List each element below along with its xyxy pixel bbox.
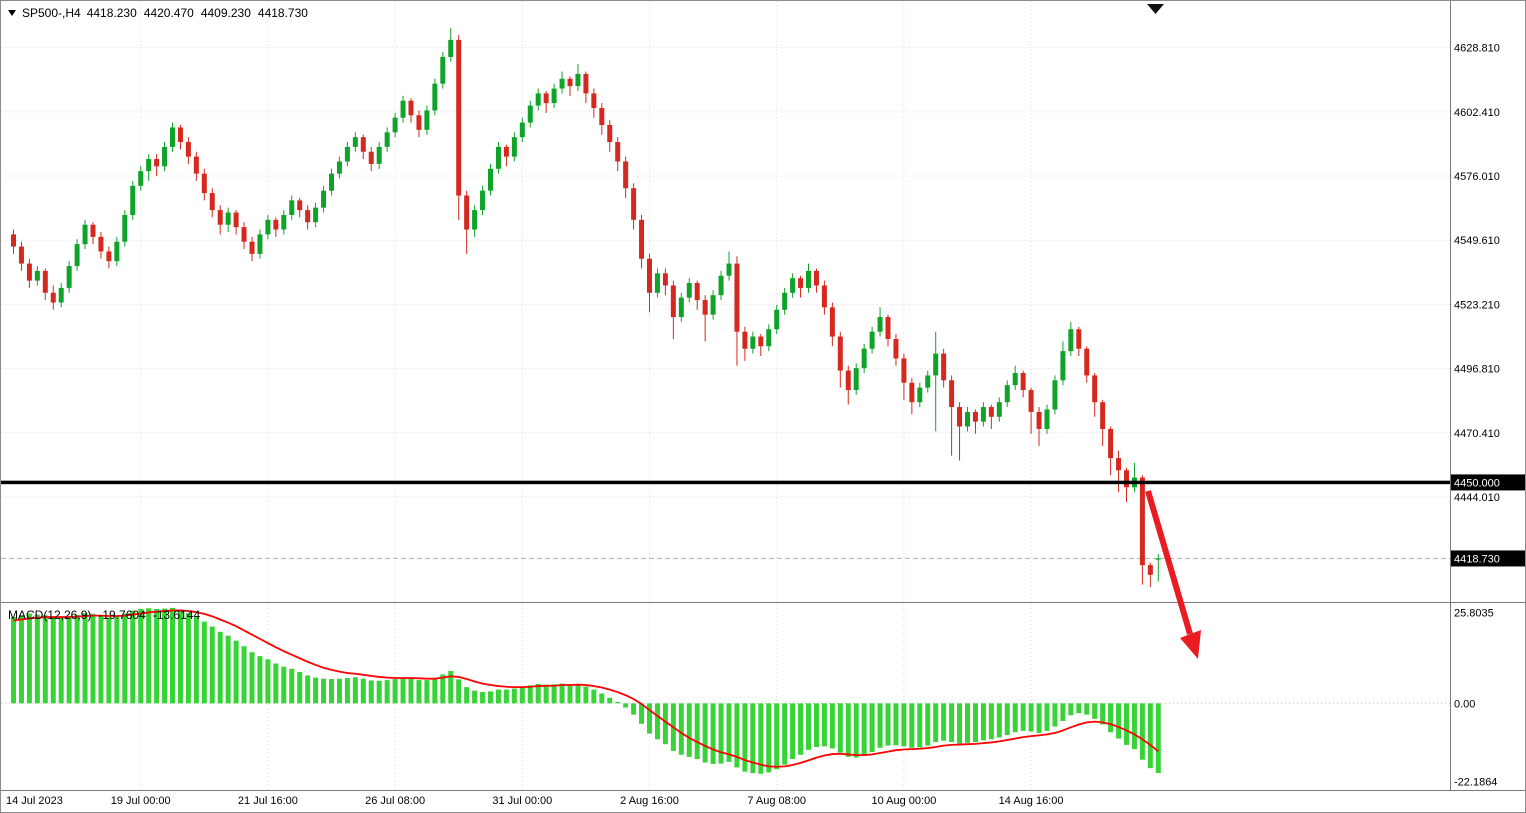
svg-text:4549.610: 4549.610 [1454, 235, 1500, 247]
time-label: 26 Jul 08:00 [365, 795, 426, 807]
svg-text:4602.410: 4602.410 [1454, 107, 1500, 119]
svg-text:4496.810: 4496.810 [1454, 364, 1500, 376]
time-label: 14 Jul 2023 [6, 795, 63, 807]
svg-text:4450.000: 4450.000 [1454, 477, 1500, 489]
time-label: 14 Aug 16:00 [998, 795, 1064, 807]
time-label: 19 Jul 00:00 [110, 795, 171, 807]
price-panel[interactable]: 4628.810 4602.410 4576.010 4549.610 4523.210… [1, 1, 1526, 604]
ohlc-low: 4409.230 [200, 6, 251, 20]
macd-panel[interactable]: 25.8035 0.00 -22.1864 [1, 604, 1526, 790]
svg-text:4444.010: 4444.010 [1454, 492, 1500, 504]
price-gridlines [1, 1, 1450, 604]
ohlc-high: 4420.470 [143, 6, 194, 20]
macd-name: MACD(12,26,9) [8, 608, 92, 622]
svg-text:4628.810: 4628.810 [1454, 43, 1500, 55]
time-label: 2 Aug 16:00 [620, 795, 679, 807]
macd-histogram [11, 607, 1161, 774]
chart-header: SP500-,H4 4418.230 4420.470 4409.230 441… [8, 6, 308, 20]
macd-axis-labels: 25.8035 0.00 -22.1864 [1454, 607, 1497, 788]
svg-text:4523.210: 4523.210 [1454, 299, 1500, 311]
time-label: 10 Aug 00:00 [871, 795, 937, 807]
svg-text:0.00: 0.00 [1454, 698, 1475, 710]
svg-text:25.8035: 25.8035 [1454, 607, 1494, 619]
horizontal-line-4450[interactable] [1, 480, 1450, 485]
svg-text:4418.730: 4418.730 [1454, 553, 1500, 565]
macd-main-value: -19.7604 [98, 608, 146, 622]
ohlc-close: 4418.730 [257, 6, 308, 20]
symbol-period-label: SP500-,H4 [22, 6, 81, 20]
price-axis-labels: 4628.810 4602.410 4576.010 4549.610 4523.210… [1454, 43, 1500, 504]
time-axis[interactable]: 14 Jul 2023 19 Jul 00:00 21 Jul 16:00 26 Ju… [1, 790, 1525, 812]
macd-signal-line [13, 609, 1159, 768]
time-label: 21 Jul 16:00 [237, 795, 298, 807]
ohlc-open: 4418.230 [86, 6, 137, 20]
symbol-marker-icon [8, 10, 16, 16]
macd-signal-value: -13.6144 [152, 608, 201, 622]
candles-layer[interactable] [11, 27, 1161, 587]
macd-indicator-label: MACD(12,26,9) -19.7604 -13.6144 [8, 608, 200, 622]
svg-text:-22.1864: -22.1864 [1454, 776, 1497, 788]
price-badge: 4450.000 [1451, 474, 1525, 491]
time-label: 7 Aug 08:00 [747, 795, 807, 807]
svg-text:4576.010: 4576.010 [1454, 171, 1500, 183]
price-badge: 4418.730 [1451, 550, 1525, 567]
svg-text:4470.410: 4470.410 [1454, 428, 1500, 440]
time-label: 31 Jul 00:00 [492, 795, 553, 807]
chart-shift-marker-icon[interactable] [1147, 4, 1164, 14]
